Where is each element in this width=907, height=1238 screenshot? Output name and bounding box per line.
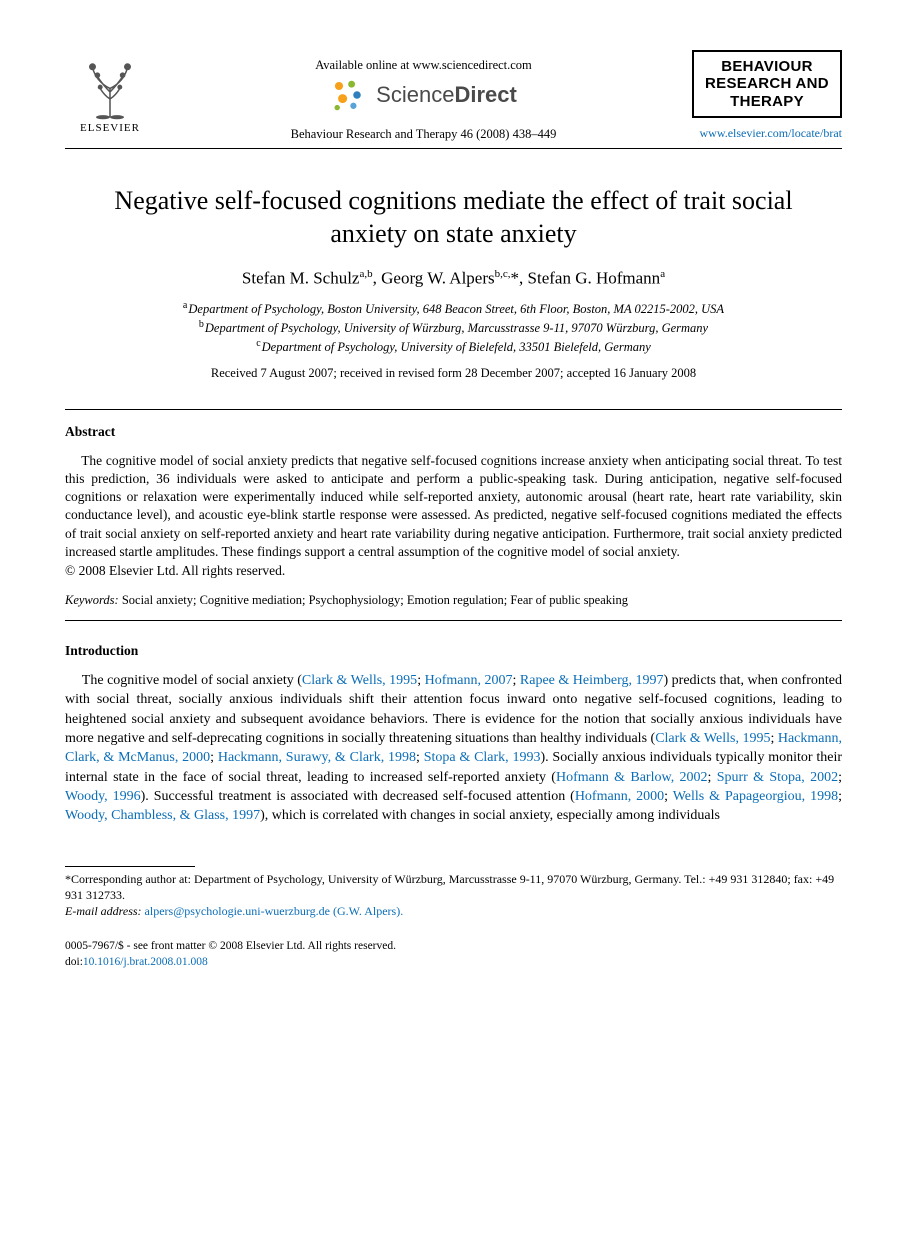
citation-link[interactable]: Woody, 1996 bbox=[65, 789, 141, 804]
intro-paragraph: The cognitive model of social anxiety (C… bbox=[65, 671, 842, 826]
body-text: ). Successful treatment is associated wi… bbox=[141, 789, 575, 804]
doi-link[interactable]: 10.1016/j.brat.2008.01.008 bbox=[83, 956, 208, 968]
header-rule bbox=[65, 148, 842, 149]
available-online-line: Available online at www.sciencedirect.co… bbox=[155, 58, 692, 73]
citation-link[interactable]: Stopa & Clark, 1993 bbox=[424, 750, 541, 765]
intro-heading: Introduction bbox=[65, 643, 842, 659]
keywords-text: Social anxiety; Cognitive mediation; Psy… bbox=[122, 593, 628, 607]
abstract-text: The cognitive model of social anxiety pr… bbox=[65, 452, 842, 561]
elsevier-tree-icon bbox=[75, 50, 145, 120]
journal-box-line: BEHAVIOUR bbox=[698, 58, 836, 75]
body-text: ; bbox=[210, 750, 218, 765]
sciencedirect-logo: ScienceDirect bbox=[155, 77, 692, 113]
author-email[interactable]: alpers@psychologie.uni-wuerzburg.de (G.W… bbox=[145, 904, 404, 918]
citation-link[interactable]: Hofmann & Barlow, 2002 bbox=[556, 770, 708, 785]
body-text: ; bbox=[708, 770, 717, 785]
citation-link[interactable]: Rapee & Heimberg, 1997 bbox=[520, 673, 664, 688]
email-label: E-mail address: bbox=[65, 904, 142, 918]
abstract-copyright: © 2008 Elsevier Ltd. All rights reserved… bbox=[65, 563, 842, 579]
citation-link[interactable]: Hofmann, 2000 bbox=[575, 789, 664, 804]
doi-line: doi:10.1016/j.brat.2008.01.008 bbox=[65, 955, 842, 971]
body-text: ; bbox=[417, 673, 424, 688]
body-text: The cognitive model of social anxiety ( bbox=[82, 673, 302, 688]
intro-body: The cognitive model of social anxiety (C… bbox=[65, 671, 842, 826]
citation-link[interactable]: Spurr & Stopa, 2002 bbox=[717, 770, 838, 785]
body-text: ), which is correlated with changes in s… bbox=[260, 808, 720, 823]
journal-title-box: BEHAVIOUR RESEARCH AND THERAPY bbox=[692, 50, 842, 118]
body-text: ; bbox=[416, 750, 424, 765]
abstract-heading: Abstract bbox=[65, 424, 842, 440]
footnote-rule bbox=[65, 866, 195, 867]
journal-url-link[interactable]: www.elsevier.com/locate/brat bbox=[692, 126, 842, 141]
citation-link[interactable]: Woody, Chambless, & Glass, 1997 bbox=[65, 808, 260, 823]
footnotes: *Corresponding author at: Department of … bbox=[65, 866, 842, 920]
citation-link[interactable]: Hofmann, 2007 bbox=[425, 673, 513, 688]
body-text: ; bbox=[512, 673, 519, 688]
sciencedirect-wordmark: ScienceDirect bbox=[376, 82, 517, 108]
corresponding-author-note: *Corresponding author at: Department of … bbox=[65, 871, 842, 903]
journal-title-box-wrap: BEHAVIOUR RESEARCH AND THERAPY www.elsev… bbox=[692, 50, 842, 141]
manuscript-dates: Received 7 August 2007; received in revi… bbox=[65, 366, 842, 381]
elsevier-label: ELSEVIER bbox=[80, 122, 140, 134]
citation-link[interactable]: Clark & Wells, 1995 bbox=[302, 673, 417, 688]
journal-citation: Behaviour Research and Therapy 46 (2008)… bbox=[155, 127, 692, 142]
body-text: ; bbox=[838, 770, 842, 785]
email-line: E-mail address: alpers@psychologie.uni-w… bbox=[65, 903, 842, 919]
affiliation-b: bDepartment of Psychology, University of… bbox=[65, 318, 842, 337]
affiliations: aDepartment of Psychology, Boston Univer… bbox=[65, 299, 842, 356]
front-matter-block: 0005-7967/$ - see front matter © 2008 El… bbox=[65, 939, 842, 970]
citation-link[interactable]: Clark & Wells, 1995 bbox=[655, 731, 770, 746]
journal-header: ELSEVIER Available online at www.science… bbox=[65, 50, 842, 142]
journal-box-line: RESEARCH AND bbox=[698, 75, 836, 92]
abstract-bottom-rule bbox=[65, 620, 842, 621]
affiliation-c: cDepartment of Psychology, University of… bbox=[65, 337, 842, 356]
body-text: ; bbox=[838, 789, 842, 804]
citation-link[interactable]: Hackmann, Surawy, & Clark, 1998 bbox=[218, 750, 416, 765]
article-title: Negative self-focused cognitions mediate… bbox=[95, 185, 812, 250]
keywords-label: Keywords: bbox=[65, 593, 119, 607]
sciencedirect-dots-icon bbox=[330, 77, 366, 113]
citation-link[interactable]: Wells & Papageorgiou, 1998 bbox=[673, 789, 838, 804]
body-text: ; bbox=[664, 789, 673, 804]
header-center: Available online at www.sciencedirect.co… bbox=[155, 50, 692, 142]
front-matter-line: 0005-7967/$ - see front matter © 2008 El… bbox=[65, 939, 842, 955]
journal-box-line: THERAPY bbox=[698, 93, 836, 110]
affiliation-a: aDepartment of Psychology, Boston Univer… bbox=[65, 299, 842, 318]
abstract-body: The cognitive model of social anxiety pr… bbox=[65, 452, 842, 561]
body-text: ; bbox=[770, 731, 777, 746]
elsevier-logo-box: ELSEVIER bbox=[65, 50, 155, 134]
keywords-line: Keywords: Social anxiety; Cognitive medi… bbox=[65, 593, 842, 608]
author-line: Stefan M. Schulza,b, Georg W. Alpersb,c,… bbox=[65, 268, 842, 289]
abstract-top-rule bbox=[65, 409, 842, 410]
